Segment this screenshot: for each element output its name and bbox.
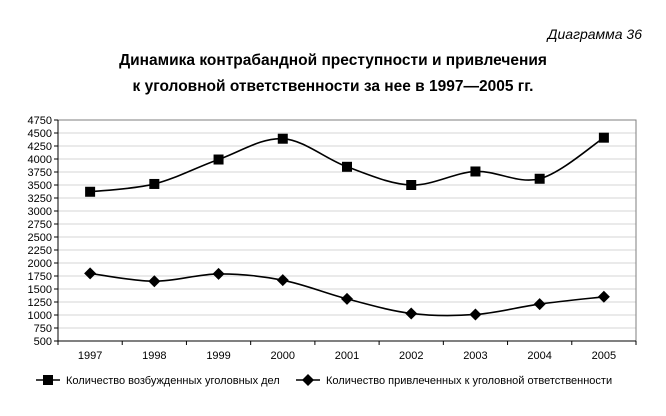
series-1-point-2002 bbox=[406, 180, 417, 190]
gridlines bbox=[58, 119, 636, 342]
series-1-point-1998 bbox=[149, 178, 160, 189]
y-tick-label: 2500 bbox=[28, 232, 52, 244]
y-tick-label: 1000 bbox=[28, 310, 52, 322]
y-tick-label: 500 bbox=[34, 336, 52, 348]
series-2-point-2002 bbox=[405, 307, 418, 320]
series-markers bbox=[84, 132, 610, 321]
series-2-point-1999 bbox=[212, 267, 225, 280]
diagram-number-label: Диаграмма 36 bbox=[547, 26, 642, 42]
series-2-point-2003 bbox=[469, 308, 482, 321]
x-tick-label-1997: 1997 bbox=[78, 350, 102, 362]
series-1-point-2005 bbox=[598, 132, 609, 143]
series-1-point-2004 bbox=[534, 173, 545, 184]
y-tick-label: 1250 bbox=[28, 297, 52, 309]
legend-marker-1 bbox=[43, 375, 53, 385]
x-tick-label-2004: 2004 bbox=[527, 350, 551, 362]
y-tick-label: 1500 bbox=[28, 284, 52, 296]
series-1-point-2003 bbox=[470, 166, 481, 177]
series-2-point-1998 bbox=[148, 275, 161, 288]
series-2-point-1997 bbox=[84, 267, 97, 280]
x-axis-ticks: 1997 1998 1999 2000 2001 2002 2003 2004 2005 bbox=[57, 341, 637, 362]
x-tick-label-2005: 2005 bbox=[592, 350, 616, 362]
legend-label-2: Количество привлеченных к уголовной отве… bbox=[326, 375, 612, 387]
plot-area-frame bbox=[57, 119, 637, 342]
y-tick-label: 3000 bbox=[28, 206, 52, 218]
legend-marker-2 bbox=[302, 374, 314, 386]
y-axis-ticks: 5007501000125015001750200022502500275030… bbox=[28, 115, 58, 348]
x-tick-label-2000: 2000 bbox=[271, 350, 295, 362]
y-tick-label: 4500 bbox=[28, 128, 52, 140]
x-tick-label-1999: 1999 bbox=[206, 350, 230, 362]
y-tick-label: 2750 bbox=[28, 219, 52, 231]
y-tick-label: 2000 bbox=[28, 258, 52, 270]
series-2-point-2001 bbox=[341, 292, 353, 305]
y-tick-label: 4250 bbox=[28, 141, 52, 153]
series-1-point-1999 bbox=[213, 154, 224, 165]
series-2-point-2000 bbox=[276, 274, 289, 287]
y-tick-label: 3250 bbox=[28, 193, 52, 205]
y-tick-label: 3500 bbox=[28, 180, 52, 192]
y-tick-label: 3750 bbox=[28, 167, 52, 179]
series-2-point-2004 bbox=[533, 298, 546, 311]
series-1-point-2000 bbox=[277, 133, 288, 144]
y-tick-label: 750 bbox=[34, 323, 52, 335]
series-1-point-1997 bbox=[85, 186, 96, 197]
chart-legend: Количество возбужденных уголовных дел Кол… bbox=[36, 374, 612, 387]
y-tick-label: 4000 bbox=[28, 154, 52, 166]
chart-title-line-2: к уголовной ответственности за нее в 199… bbox=[132, 78, 534, 95]
y-tick-label: 4750 bbox=[28, 115, 52, 127]
legend-label-1: Количество возбужденных уголовных дел bbox=[66, 375, 280, 387]
x-tick-label-2003: 2003 bbox=[463, 350, 487, 362]
chart-axes bbox=[57, 119, 637, 342]
x-tick-label-2002: 2002 bbox=[399, 350, 423, 362]
x-tick-label-2001: 2001 bbox=[335, 350, 359, 362]
chart-title-line-1: Динамика контрабандной преступности и пр… bbox=[119, 52, 547, 69]
series-2-point-2005 bbox=[597, 290, 610, 303]
y-tick-label: 2250 bbox=[28, 245, 52, 257]
series-1-point-2001 bbox=[342, 161, 352, 172]
x-tick-label-1998: 1998 bbox=[142, 350, 166, 362]
y-tick-label: 1750 bbox=[28, 271, 52, 283]
